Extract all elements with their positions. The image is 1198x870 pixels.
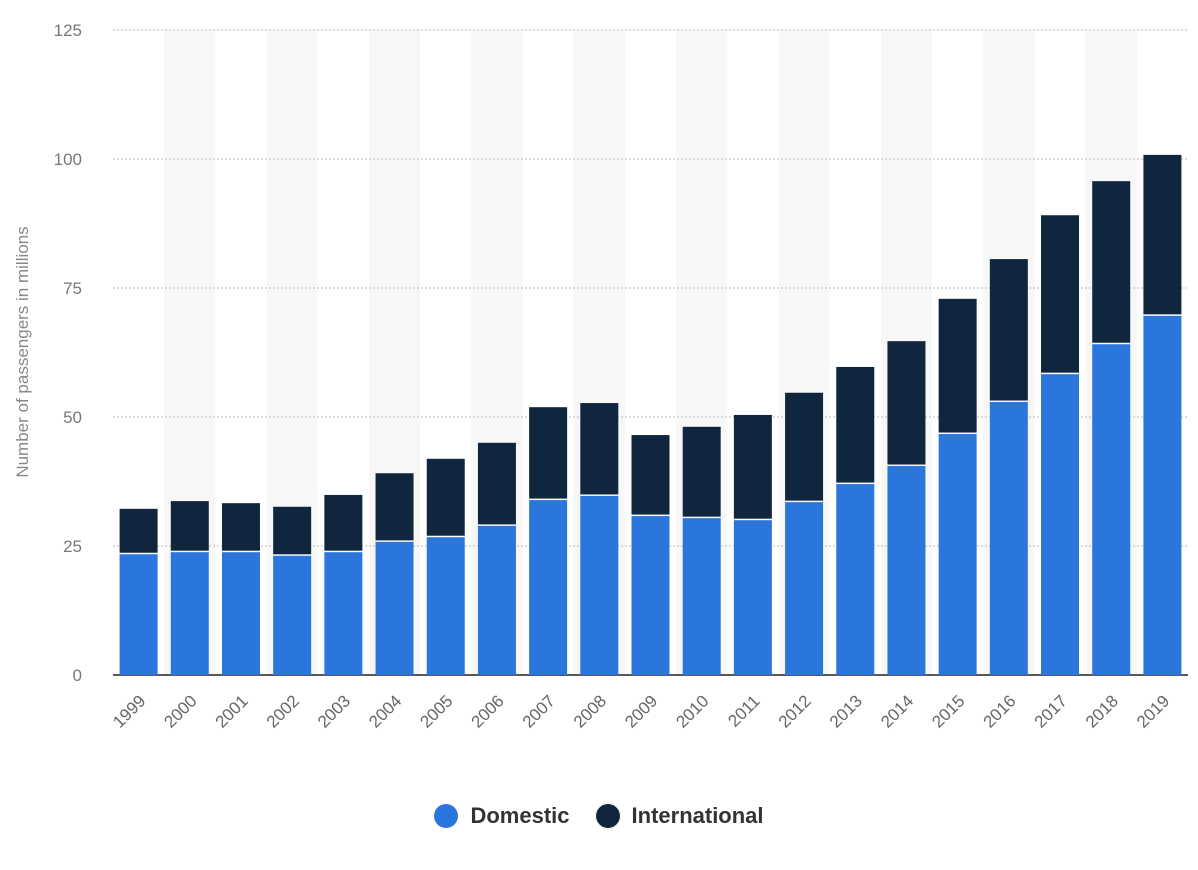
y-tick-label: 0: [73, 666, 82, 685]
bar-domestic-2015: [938, 434, 977, 675]
bar-international-2010: [682, 426, 721, 517]
bar-domestic-2010: [682, 518, 721, 675]
legend-label-domestic: Domestic: [470, 803, 570, 828]
x-tick-label: 2017: [1031, 691, 1071, 731]
bar-international-2009: [631, 435, 670, 515]
x-tick-label: 2006: [468, 691, 508, 731]
bar-domestic-2013: [836, 484, 875, 675]
bar-domestic-2017: [1041, 374, 1080, 675]
y-tick-label: 75: [63, 279, 82, 298]
x-tick-label: 1999: [109, 691, 149, 731]
bar-international-2012: [785, 392, 824, 501]
x-tick-label: 2019: [1133, 691, 1173, 731]
legend-item-domestic[interactable]: Domestic: [434, 803, 570, 829]
bar-domestic-2009: [631, 516, 670, 675]
bar-domestic-2007: [529, 500, 568, 675]
bar-international-2016: [989, 259, 1028, 401]
x-tick-label: 2009: [621, 691, 661, 731]
bar-international-2017: [1041, 215, 1080, 373]
x-tick-label: 2013: [826, 691, 866, 731]
x-tick-label: 2000: [160, 691, 200, 731]
x-tick-label: 2016: [979, 691, 1019, 731]
x-tick-label: 2015: [928, 691, 968, 731]
bar-international-2005: [426, 458, 465, 536]
bar-international-2019: [1143, 154, 1182, 315]
bar-international-2006: [477, 442, 516, 525]
x-tick-label: 2003: [314, 691, 354, 731]
x-tick-label: 2008: [570, 691, 610, 731]
x-tick-label: 2001: [212, 691, 252, 731]
bar-international-2011: [733, 414, 772, 519]
legend-item-international[interactable]: International: [595, 803, 764, 829]
bar-international-2008: [580, 403, 619, 495]
legend-marker-domestic: [434, 804, 459, 828]
legend-label-international: International: [631, 803, 764, 828]
bar-domestic-2008: [580, 495, 619, 675]
bar-international-2003: [324, 494, 363, 551]
bar-domestic-2006: [477, 525, 516, 675]
bar-domestic-2002: [273, 555, 312, 675]
y-tick-label: 100: [54, 150, 82, 169]
bar-domestic-2014: [887, 466, 926, 675]
stacked-bar-chart: 0 25 50 75 100 125 1999 2000 2001 2002 2003 2004 20…: [13, 21, 1188, 732]
bar-domestic-2019: [1143, 315, 1182, 675]
x-tick-label: 2012: [775, 691, 815, 731]
bar-international-2000: [170, 501, 209, 551]
x-tick-label: 2014: [877, 691, 917, 731]
bar-domestic-2011: [733, 520, 772, 675]
bar-international-1999: [119, 508, 158, 553]
bar-domestic-2016: [989, 402, 1028, 675]
legend: Domestic International: [0, 803, 1198, 829]
bar-international-2004: [375, 473, 414, 541]
x-tick-label: 2010: [672, 691, 712, 731]
bar-domestic-1999: [119, 554, 158, 675]
bar-domestic-2001: [221, 552, 260, 675]
x-tick-label: 2011: [724, 691, 763, 730]
legend-marker-international: [595, 804, 620, 828]
bar-domestic-2003: [324, 552, 363, 675]
x-tick-label: 2007: [519, 691, 559, 731]
bar-domestic-2000: [170, 552, 209, 675]
x-tick-label: 2002: [263, 691, 303, 731]
y-axis-label: Number of passengers in millions: [13, 226, 32, 477]
bar-international-2015: [938, 298, 977, 433]
bar-international-2002: [273, 506, 312, 555]
y-tick-label: 125: [54, 21, 82, 40]
bar-international-2001: [221, 503, 260, 551]
x-tick-label: 2004: [365, 691, 405, 731]
bar-domestic-2012: [785, 502, 824, 675]
x-tick-label: 2018: [1082, 691, 1122, 731]
bar-domestic-2018: [1092, 344, 1131, 675]
bar-international-2013: [836, 366, 875, 483]
bar-domestic-2005: [426, 537, 465, 675]
bar-international-2018: [1092, 181, 1131, 343]
y-tick-label: 25: [63, 537, 82, 556]
bar-international-2014: [887, 341, 926, 465]
x-tick-label: 2005: [416, 691, 456, 731]
y-tick-label: 50: [63, 408, 82, 427]
bar-domestic-2004: [375, 541, 414, 675]
bar-international-2007: [529, 407, 568, 499]
